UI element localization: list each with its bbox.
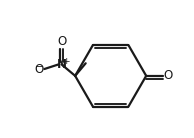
Text: O: O [57, 35, 66, 48]
Text: −: − [35, 62, 44, 71]
Text: O: O [163, 69, 172, 82]
Text: O: O [35, 63, 44, 75]
Text: +: + [62, 57, 69, 66]
Text: N: N [56, 58, 67, 71]
